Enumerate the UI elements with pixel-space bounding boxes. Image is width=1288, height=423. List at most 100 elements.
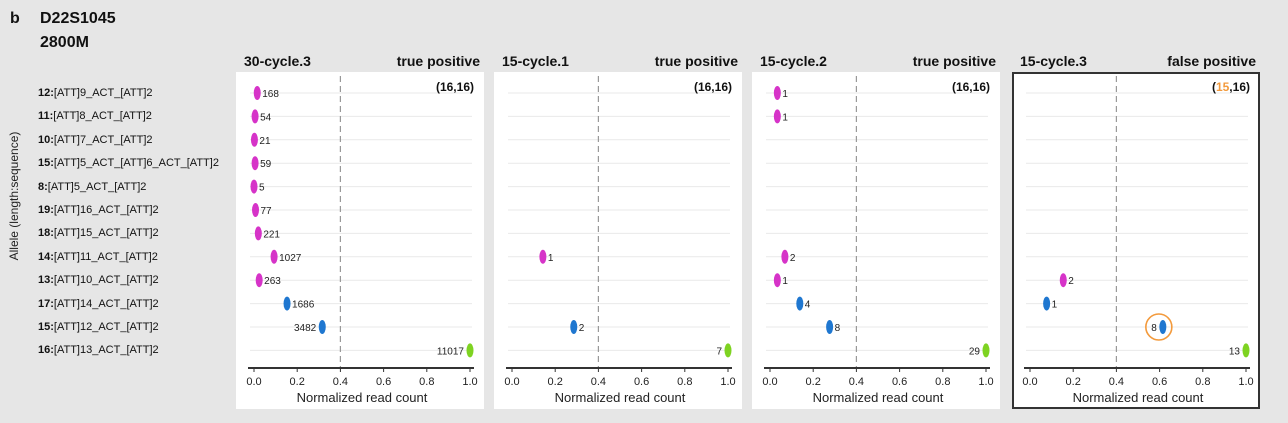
allele-label: 18:[ATT]15_ACT_[ATT]2 — [38, 227, 159, 239]
data-point — [1159, 320, 1167, 334]
chart-panel — [1012, 72, 1260, 409]
genotype-call-allele-b: 16 — [973, 80, 987, 94]
data-label: 2 — [579, 323, 585, 334]
panel-title: 15-cycle.1 — [502, 53, 569, 69]
data-point — [570, 320, 578, 334]
y-axis-title: Allele (length:sequence) — [7, 131, 21, 261]
genotype-call-allele-b: 16 — [457, 80, 471, 94]
data-label: 3482 — [294, 323, 317, 334]
genotype-call-allele-a: 16 — [956, 80, 970, 94]
allele-sequence: [ATT]8_ACT_[ATT]2 — [53, 110, 152, 123]
allele-sequence: [ATT]11_ACT_[ATT]2 — [53, 250, 158, 263]
allele-sequence: [ATT]14_ACT_[ATT]2 — [53, 297, 159, 310]
chart-panel — [494, 72, 742, 409]
panel-status: false positive — [1167, 53, 1256, 69]
x-tick-label: 0.8 — [1195, 376, 1210, 388]
data-point — [250, 132, 258, 147]
allele-sequence: [ATT]16_ACT_[ATT]2 — [53, 204, 159, 216]
allele-length: 17: — [38, 297, 54, 310]
data-label: 8 — [835, 323, 841, 334]
data-label: 4 — [805, 300, 811, 311]
x-axis-label: Normalized read count — [813, 390, 944, 405]
panel-title: 15-cycle.2 — [760, 53, 827, 69]
data-point — [252, 203, 260, 217]
scatter-plot: 0.0 0.2 0.4 0.6 0.8 1.0 Normalized read count (… — [246, 76, 478, 405]
x-tick-label: 1.0 — [462, 376, 477, 388]
x-tick-label: 0.4 — [591, 376, 606, 388]
sample-name: 2800M — [40, 34, 89, 51]
allele-sequence: [ATT]5_ACT_[ATT]6_ACT_[ATT]2 — [53, 157, 219, 170]
panel-title: 30-cycle.3 — [244, 53, 311, 69]
x-axis-label: Normalized read count — [297, 390, 428, 405]
allele-label: 15:[ATT]5_ACT_[ATT]6_ACT_[ATT]2 — [38, 157, 219, 169]
allele-sequence: [ATT]12_ACT_[ATT]2 — [53, 321, 159, 333]
data-point — [773, 109, 781, 124]
genotype-call-allele-a: 16 — [698, 80, 712, 94]
allele-length: 12: — [38, 87, 54, 99]
data-point — [773, 273, 781, 288]
scatter-plot: 0.0 0.2 0.4 0.6 0.8 1.0 Normalized read count (… — [504, 76, 736, 405]
data-point — [724, 343, 732, 358]
data-label: 11017 — [437, 346, 465, 357]
x-tick-label: 0.0 — [504, 376, 519, 388]
allele-length: 10: — [38, 133, 54, 146]
data-label: 1686 — [292, 300, 315, 311]
x-tick-label: 0.8 — [935, 376, 950, 388]
data-label: 221 — [263, 229, 280, 240]
allele-label: 19:[ATT]16_ACT_[ATT]2 — [38, 204, 159, 216]
allele-length: 15: — [38, 157, 54, 170]
data-label: 1 — [548, 253, 554, 264]
x-tick-label: 0.0 — [762, 376, 777, 388]
allele-sequence: [ATT]5_ACT_[ATT]2 — [47, 180, 147, 193]
data-label: 54 — [260, 112, 272, 123]
data-point — [251, 109, 259, 124]
chart-panel — [236, 72, 484, 409]
x-tick-label: 0.4 — [333, 376, 348, 388]
allele-length: 15: — [38, 321, 54, 333]
data-label: 168 — [262, 89, 279, 100]
data-label: 1027 — [279, 253, 302, 264]
locus-name: D22S1045 — [40, 10, 116, 27]
highlight-ring — [1145, 313, 1173, 341]
data-point — [283, 296, 291, 311]
data-point — [1242, 343, 1250, 358]
x-axis-label: Normalized read count — [1073, 390, 1204, 405]
data-point — [826, 320, 834, 334]
allele-length: 14: — [38, 250, 54, 263]
data-point — [781, 249, 789, 264]
x-tick-label: 0.2 — [806, 376, 821, 388]
genotype-call-allele-a: 16 — [440, 80, 454, 94]
scatter-plot: 0.0 0.2 0.4 0.6 0.8 1.0 Normalized read count (… — [762, 76, 994, 405]
figure-label: b — [10, 10, 20, 27]
x-tick-label: 0.6 — [376, 376, 391, 388]
allele-length: 8: — [38, 180, 48, 193]
data-label: 1 — [782, 89, 788, 100]
genotype-call-allele-b: 16 — [715, 80, 729, 94]
genotype-call-allele-a: 15 — [1216, 80, 1230, 94]
panel-status: true positive — [396, 53, 480, 69]
genotype-call-allele-b: 16 — [1233, 80, 1247, 94]
data-label: 5 — [259, 183, 265, 194]
y-axis-title-wrap: Allele (length:sequence) — [2, 96, 26, 296]
x-tick-label: 0.2 — [290, 376, 305, 388]
data-label: 59 — [260, 159, 272, 170]
allele-sequence: [ATT]7_ACT_[ATT]2 — [53, 133, 153, 146]
x-tick-label: 0.2 — [1066, 376, 1081, 388]
data-label: 1 — [782, 276, 788, 287]
allele-length: 18: — [38, 227, 54, 240]
panel-status: true positive — [912, 53, 996, 69]
data-point — [466, 343, 474, 358]
data-label: 2 — [790, 253, 796, 264]
data-point — [251, 156, 259, 171]
allele-length: 16: — [38, 344, 54, 357]
panel-title: 15-cycle.3 — [1020, 53, 1087, 69]
allele-label: 13:[ATT]10_ACT_[ATT]2 — [38, 274, 159, 286]
allele-length: 11: — [38, 110, 54, 123]
data-point — [254, 226, 262, 241]
data-point — [255, 273, 263, 288]
allele-label: 17:[ATT]14_ACT_[ATT]2 — [38, 298, 159, 310]
x-tick-label: 0.6 — [892, 376, 907, 388]
data-label: 263 — [264, 276, 281, 287]
data-label: 2 — [1068, 276, 1074, 287]
allele-label: 8:[ATT]5_ACT_[ATT]2 — [38, 181, 146, 193]
